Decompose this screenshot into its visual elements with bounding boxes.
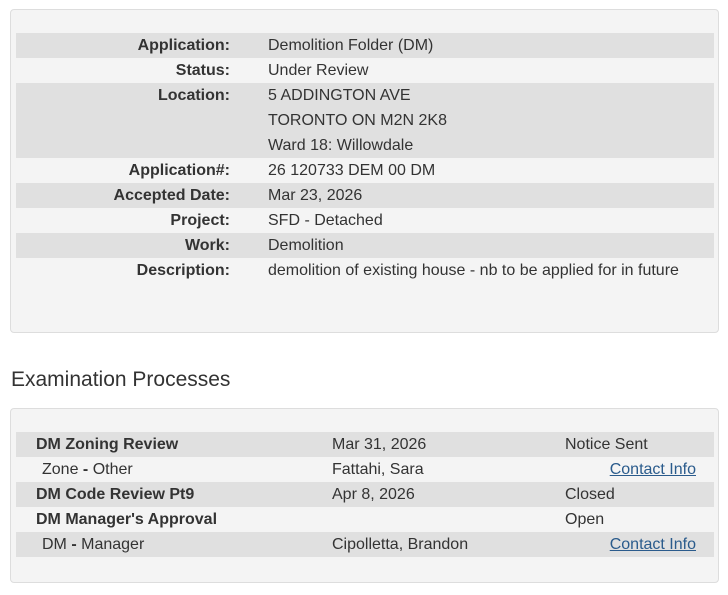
detail-value-line: SFD - Detached [268, 212, 383, 229]
role: Zone [42, 461, 79, 478]
detail-value: 5 ADDINGTON AVE TORONTO ON M2N 2K8 Ward 18… [268, 83, 714, 158]
detail-row: Project: SFD - Detached [16, 208, 714, 233]
detail-value: SFD - Detached [268, 208, 714, 233]
examination-processes-panel: DM Zoning Review Mar 31, 2026 Notice Sent Z… [10, 408, 719, 583]
process-row: DM Zoning Review Mar 31, 2026 Notice Sent [16, 432, 714, 457]
contact-info-link[interactable]: Contact Info [609, 461, 696, 478]
detail-value: Mar 23, 2026 [268, 183, 714, 208]
detail-value-line: 26 120733 DEM 00 DM [268, 162, 436, 179]
detail-row: Accepted Date: Mar 23, 2026 [16, 183, 714, 208]
detail-label: Application#: [128, 162, 230, 179]
reviewer-name: Cipolletta, Brandon [332, 536, 469, 553]
detail-row: Application: Demolition Folder (DM) [16, 33, 714, 58]
detail-row: Status: Under Review [16, 58, 714, 83]
role-detail: Manager [81, 536, 145, 553]
role-detail: Other [92, 461, 133, 478]
detail-value-line: 5 ADDINGTON AVE [268, 87, 411, 104]
detail-value: Under Review [268, 58, 714, 83]
process-status: Closed [565, 486, 615, 503]
separator: - [71, 536, 77, 553]
detail-value: 26 120733 DEM 00 DM [268, 158, 714, 183]
detail-value-line: TORONTO ON M2N 2K8 [268, 112, 447, 129]
reviewer-name: Fattahi, Sara [332, 461, 424, 478]
processes-table: DM Zoning Review Mar 31, 2026 Notice Sent Z… [16, 432, 714, 557]
contact-info-link[interactable]: Contact Info [609, 536, 696, 553]
process-row: DM Code Review Pt9 Apr 8, 2026 Closed [16, 482, 714, 507]
reviewer-row: DM - Manager Cipolletta, Brandon Contact I… [16, 532, 714, 557]
process-date [332, 507, 565, 532]
section-title: Examination Processes [11, 368, 231, 391]
process-name: DM Code Review Pt9 [36, 486, 195, 503]
detail-label: Project: [170, 212, 230, 229]
reviewer-row: Zone - Other Fattahi, Sara Contact Info [16, 457, 714, 482]
detail-value: Demolition Folder (DM) [268, 33, 714, 58]
detail-label: Accepted Date: [113, 187, 230, 204]
detail-label: Description: [136, 262, 230, 279]
detail-value-line: Mar 23, 2026 [268, 187, 363, 204]
process-status: Open [565, 511, 605, 528]
role: DM [42, 536, 67, 553]
application-details-panel: Application: Demolition Folder (DM) Status… [10, 9, 719, 333]
detail-row: Work: Demolition [16, 233, 714, 258]
detail-row: Description: demolition of existing house… [16, 258, 714, 283]
reviewer-role: Zone - Other [16, 457, 332, 482]
detail-value-line: Ward 18: Willowdale [268, 137, 414, 154]
detail-label: Work: [184, 237, 230, 254]
process-date: Mar 31, 2026 [332, 436, 427, 453]
details-table: Application: Demolition Folder (DM) Status… [16, 33, 714, 283]
process-name: DM Manager's Approval [36, 511, 218, 528]
detail-value: demolition of existing house - nb to be … [268, 258, 714, 283]
detail-value-line: Under Review [268, 62, 369, 79]
detail-value-line: Demolition [268, 237, 344, 254]
detail-label: Status: [175, 62, 230, 79]
detail-row: Location: 5 ADDINGTON AVE TORONTO ON M2N 2… [16, 83, 714, 158]
detail-row: Application#: 26 120733 DEM 00 DM [16, 158, 714, 183]
process-row: DM Manager's Approval Open [16, 507, 714, 532]
process-date: Apr 8, 2026 [332, 486, 415, 503]
detail-value-line: demolition of existing house - nb to be … [268, 262, 679, 279]
reviewer-role: DM - Manager [16, 532, 332, 557]
detail-label: Application: [137, 37, 230, 54]
detail-value-line: Demolition Folder (DM) [268, 37, 434, 54]
detail-label: Location: [158, 87, 230, 104]
process-name: DM Zoning Review [36, 436, 179, 453]
detail-value: Demolition [268, 233, 714, 258]
separator: - [82, 461, 89, 478]
process-status: Notice Sent [565, 436, 648, 453]
